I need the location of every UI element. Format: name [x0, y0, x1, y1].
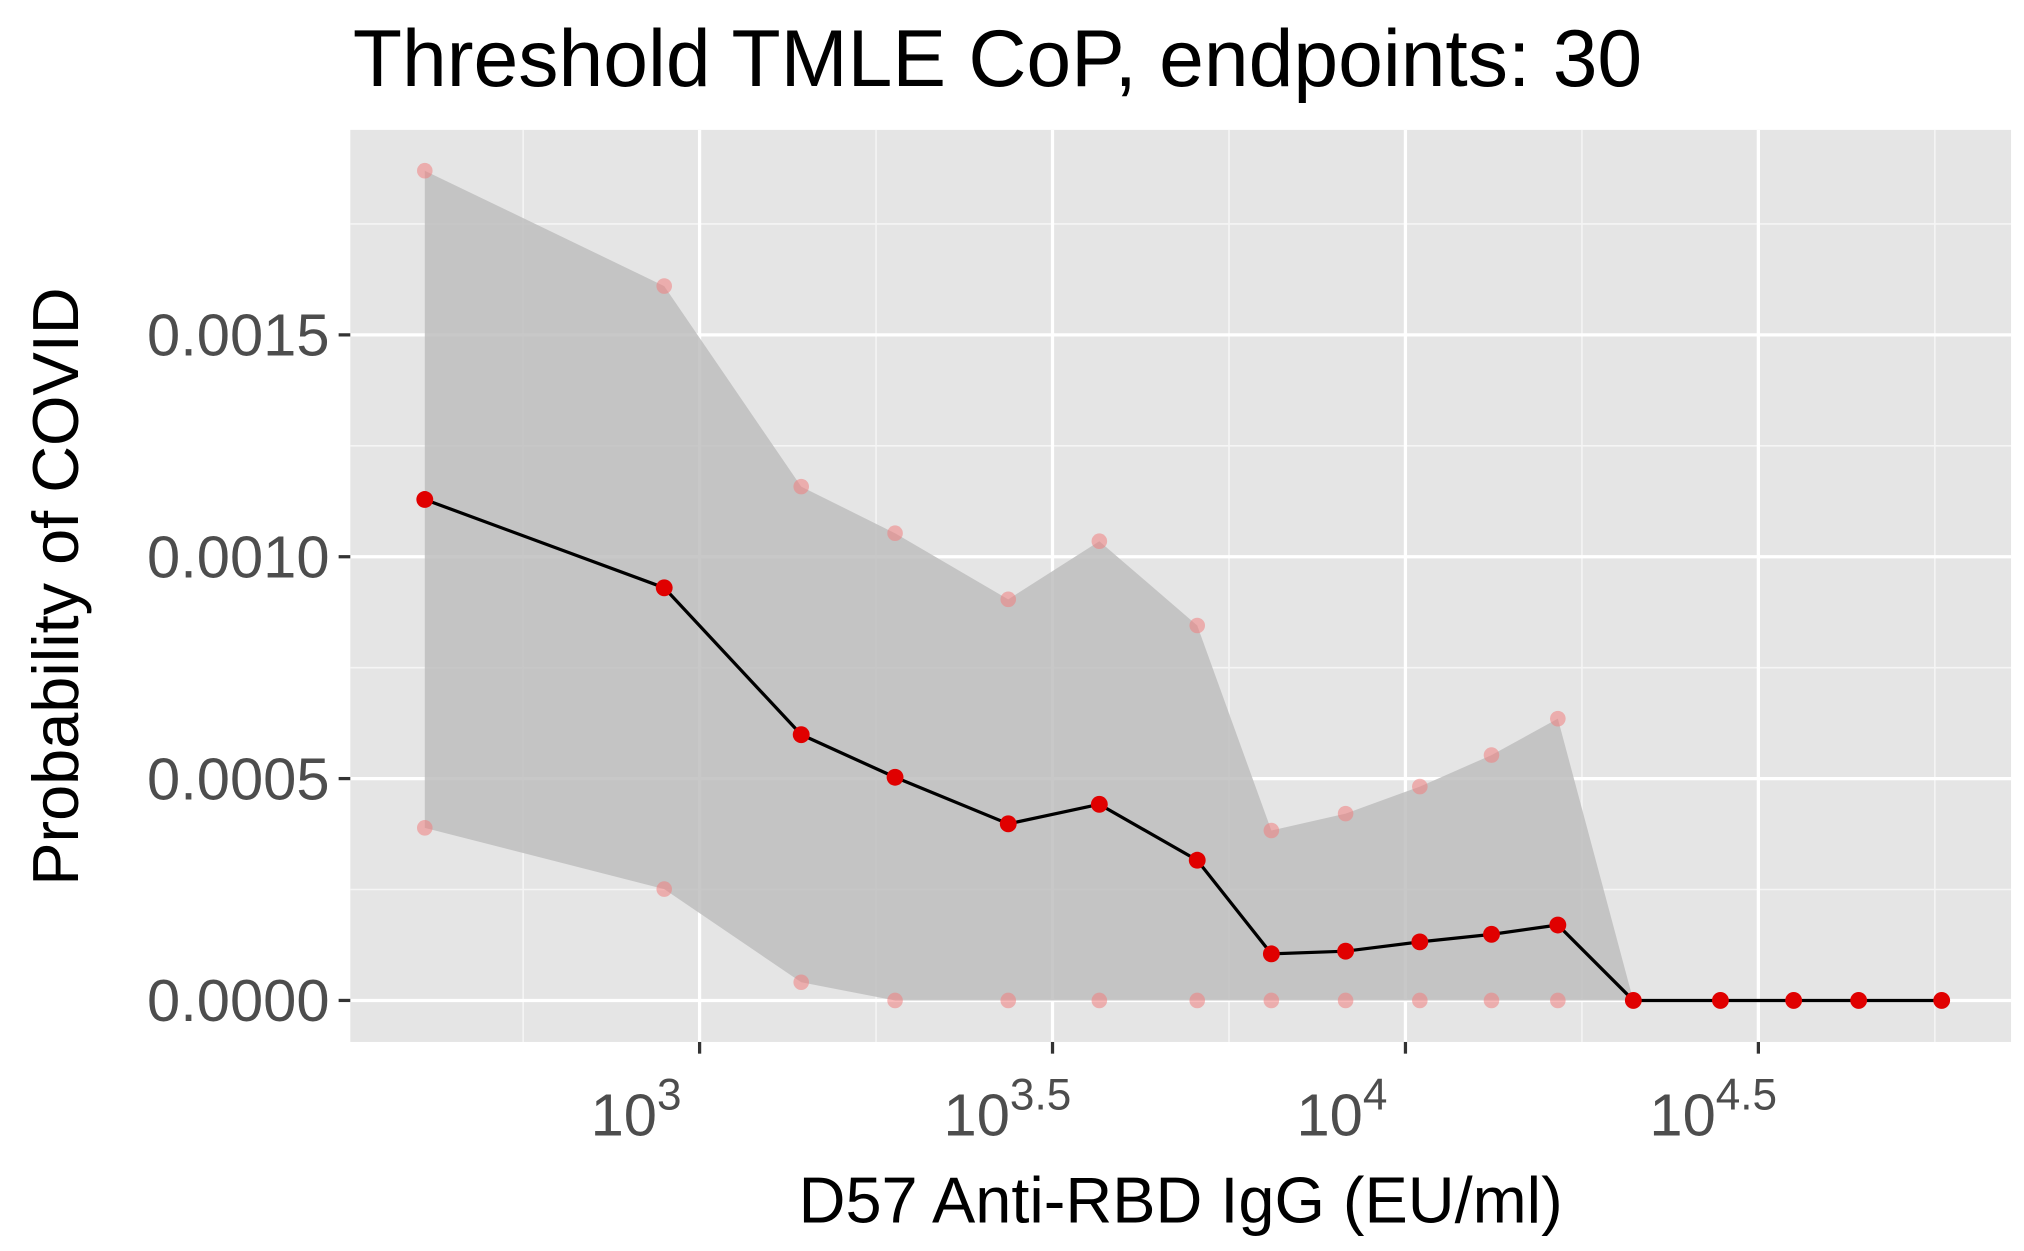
tick-base: 10 — [944, 1081, 1010, 1148]
estimate-point — [1262, 945, 1280, 963]
estimate-point — [1549, 916, 1567, 934]
x-tick-label: 104.5 — [1649, 1070, 1777, 1148]
bound-point — [1412, 778, 1428, 795]
estimate-point — [1337, 942, 1355, 960]
estimate-point — [792, 726, 810, 744]
bound-point — [793, 478, 809, 495]
estimate-point — [1624, 992, 1642, 1009]
bound-point — [1337, 805, 1354, 822]
tick-exponent: 3 — [657, 1070, 682, 1119]
bound-point — [656, 881, 673, 897]
chart-title: Threshold TMLE CoP, endpoints: 30 — [353, 14, 1642, 104]
estimate-point — [999, 815, 1017, 833]
y-tick-label: 0.0010 — [147, 523, 330, 590]
bound-point — [1000, 591, 1017, 608]
estimate-point — [655, 579, 673, 597]
tick-exponent: 4.5 — [1716, 1070, 1777, 1119]
tick-exponent: 4 — [1363, 1070, 1388, 1119]
estimate-point — [1188, 851, 1206, 869]
estimate-point — [886, 768, 904, 786]
estimate-point — [1711, 992, 1729, 1009]
bound-point — [1263, 992, 1280, 1009]
bound-point — [887, 992, 903, 1009]
estimate-point — [1090, 795, 1108, 813]
bound-point — [1337, 992, 1354, 1009]
bound-point — [887, 525, 903, 541]
bound-point — [1091, 533, 1108, 549]
bound-point — [1091, 992, 1108, 1009]
x-tick-label: 103.5 — [944, 1070, 1072, 1148]
bound-point — [1189, 617, 1206, 634]
bound-point — [1000, 992, 1017, 1009]
estimate-point — [416, 491, 434, 508]
tick-base: 10 — [1296, 1081, 1362, 1148]
y-tick-label: 0.0000 — [147, 967, 330, 1034]
bound-point — [416, 162, 433, 179]
bound-point — [1189, 992, 1206, 1009]
bound-point — [416, 820, 433, 836]
bound-point — [793, 974, 809, 991]
y-tick-label: 0.0015 — [147, 302, 330, 369]
estimate-point — [1850, 992, 1868, 1009]
y-axis-title: Probability of COVID — [19, 287, 92, 885]
y-tick-label: 0.0005 — [147, 745, 330, 812]
estimate-point — [1411, 933, 1429, 951]
x-axis-title: D57 Anti-RBD IgG (EU/ml) — [799, 1163, 1563, 1236]
bound-point — [1483, 747, 1500, 763]
x-tick-label: 104 — [1296, 1070, 1387, 1148]
x-tick-label: 103 — [591, 1070, 682, 1148]
bound-point — [1550, 710, 1566, 727]
estimate-point — [1933, 992, 1951, 1009]
bound-point — [1550, 992, 1566, 1009]
bound-point — [1483, 992, 1500, 1009]
bound-point — [1412, 992, 1428, 1009]
tick-base: 10 — [1649, 1081, 1715, 1148]
tick-base: 10 — [591, 1081, 657, 1148]
estimate-point — [1483, 925, 1500, 943]
confidence-ribbon — [424, 170, 1634, 1001]
tick-exponent: 3.5 — [1010, 1070, 1071, 1119]
estimate-point — [1785, 992, 1803, 1009]
bound-point — [1263, 822, 1280, 839]
bound-point — [656, 278, 673, 294]
